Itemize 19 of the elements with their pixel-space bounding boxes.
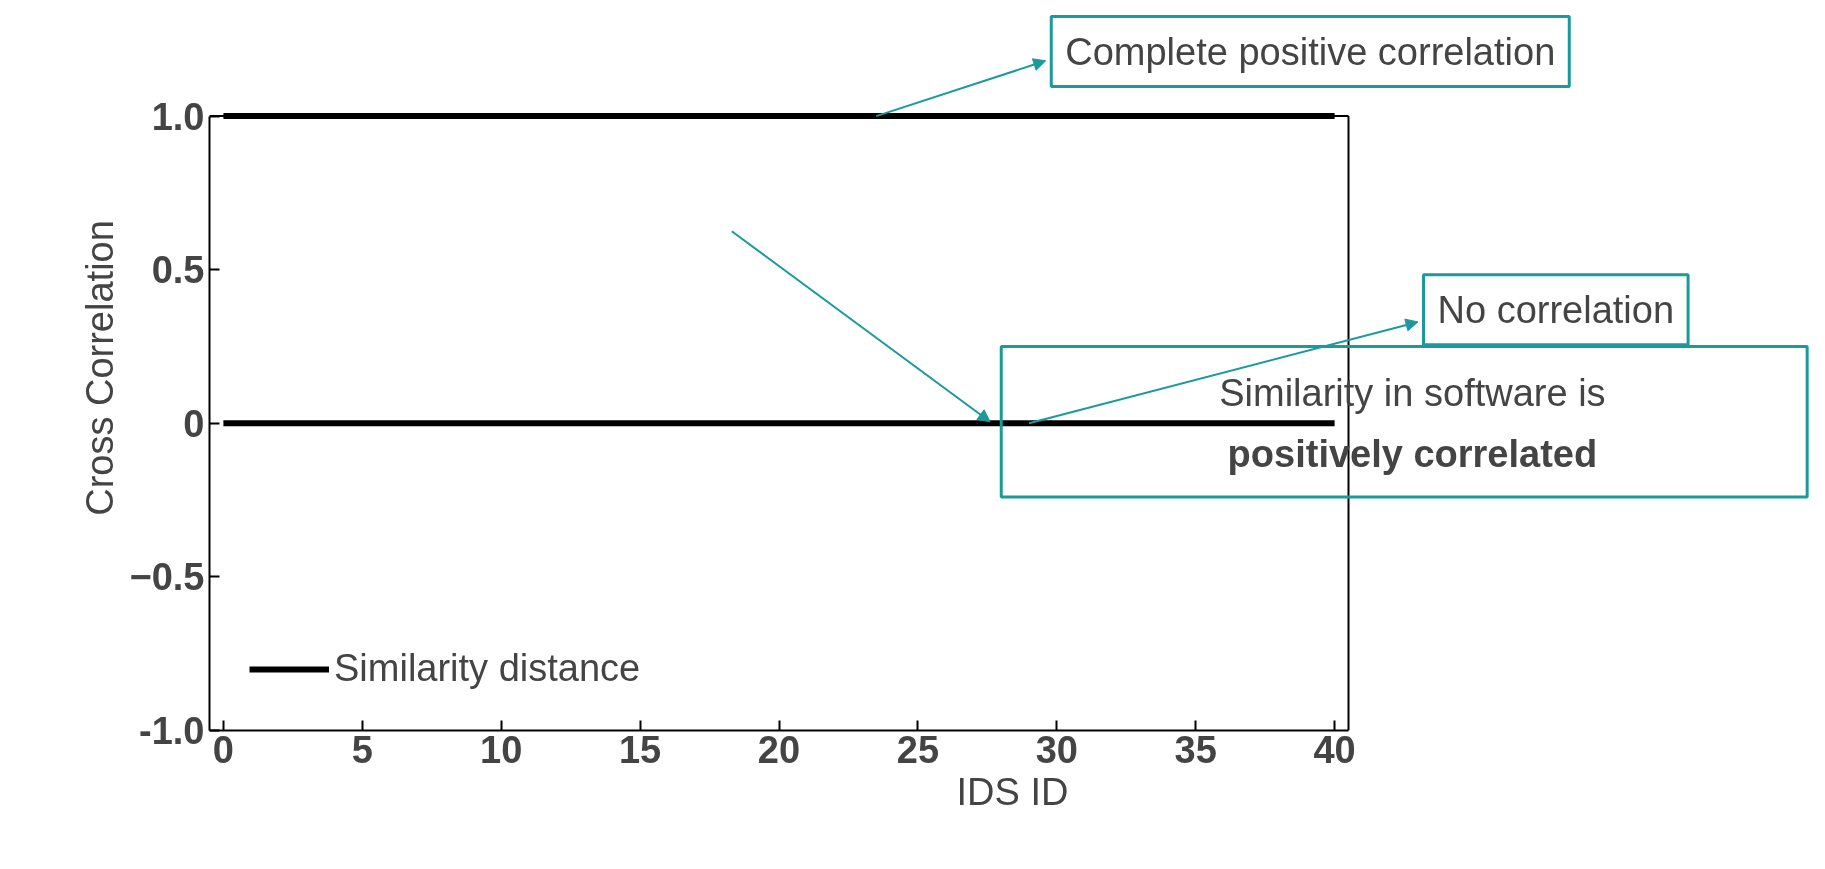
y-tick-label: -1.0 [139, 710, 205, 752]
x-tick-label: 10 [480, 728, 523, 771]
y-tick-label: −0.5 [129, 556, 205, 599]
x-tick-label: 30 [1035, 728, 1078, 771]
y-tick-label: 0 [183, 402, 205, 445]
x-tick-label: 5 [351, 728, 373, 771]
x-axis-title: IDS ID [956, 770, 1069, 813]
y-tick-label: 0.5 [151, 249, 205, 292]
annotation: No correlation [1437, 288, 1675, 331]
x-tick-label: 40 [1313, 728, 1356, 771]
x-tick-label: 25 [896, 728, 940, 771]
legend-label: Similarity distance [334, 647, 641, 690]
y-tick-label: 1.0 [151, 95, 205, 138]
x-tick-label: 20 [757, 728, 801, 771]
x-tick-label: 0 [212, 728, 234, 771]
x-tick-label: 15 [618, 728, 662, 771]
x-tick-label: 35 [1174, 728, 1217, 771]
annotation: Complete positive correlation [1065, 30, 1556, 73]
y-axis-title: Cross Correlation [79, 220, 122, 516]
